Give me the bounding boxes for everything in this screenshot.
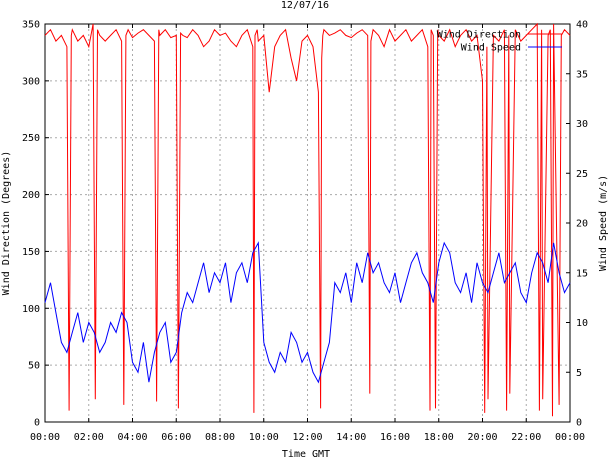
y-right-tick-label: 30 xyxy=(576,119,588,130)
y-left-tick-label: 100 xyxy=(22,304,40,315)
y-right-tick-label: 40 xyxy=(576,20,588,31)
y-left-tick-label: 150 xyxy=(22,247,40,258)
y-right-tick-label: 10 xyxy=(576,318,588,329)
x-tick-label: 00:00 xyxy=(555,432,585,443)
legend: Wind Direction Wind Speed xyxy=(437,30,562,54)
y-right-tick-label: 0 xyxy=(576,418,582,429)
y-right-tick-label: 35 xyxy=(576,69,588,80)
x-tick-label: 18:00 xyxy=(424,432,454,443)
x-tick-label: 12:00 xyxy=(292,432,322,443)
x-tick-label: 00:00 xyxy=(30,432,60,443)
legend-label: Wind Speed xyxy=(461,43,521,54)
y-left-tick-label: 0 xyxy=(34,418,40,429)
y-right-tick-label: 15 xyxy=(576,268,588,279)
x-tick-label: 06:00 xyxy=(161,432,191,443)
series-layer xyxy=(44,22,571,417)
y-left-tick-label: 200 xyxy=(22,190,40,201)
y-left-tick-label: 250 xyxy=(22,133,40,144)
x-tick-label: 22:00 xyxy=(511,432,541,443)
y-right-tick-label: 20 xyxy=(576,219,588,230)
y-left-tick-label: 300 xyxy=(22,76,40,87)
ticks: 00:00 02:00 04:00 06:00 08:00 10:00 12:00 14:00… xyxy=(22,20,588,444)
y-right-tick-label: 25 xyxy=(576,169,588,180)
y-axis-right-label: Wind Speed (m/s) xyxy=(598,175,609,271)
y-right-tick-label: 5 xyxy=(576,368,582,379)
x-tick-label: 10:00 xyxy=(249,432,279,443)
legend-label: Wind Direction xyxy=(437,30,521,41)
x-tick-label: 14:00 xyxy=(336,432,366,443)
chart-title: 12/07/16 xyxy=(281,0,329,11)
y-left-tick-label: 50 xyxy=(28,361,40,372)
y-axis-left-label: Wind Direction (Degrees) xyxy=(1,151,12,296)
x-tick-label: 04:00 xyxy=(117,432,147,443)
series-line-wind-direction xyxy=(44,22,571,417)
x-tick-label: 08:00 xyxy=(205,432,235,443)
x-axis-label: Time GMT xyxy=(282,449,330,459)
x-tick-label: 16:00 xyxy=(380,432,410,443)
x-tick-label: 20:00 xyxy=(467,432,497,443)
x-tick-label: 02:00 xyxy=(74,432,104,443)
series-line-wind-speed xyxy=(44,241,571,384)
y-left-tick-label: 350 xyxy=(22,20,40,31)
